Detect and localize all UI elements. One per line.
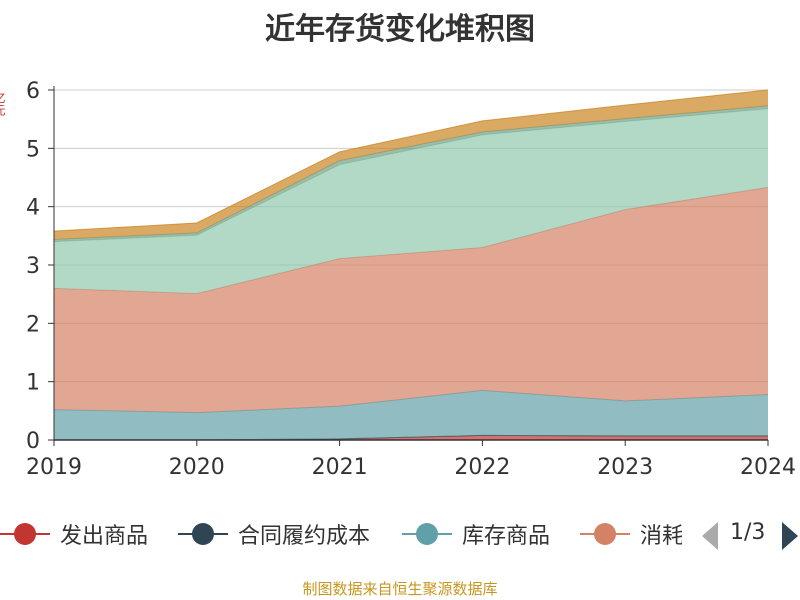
x-tick-label: 2019	[26, 455, 82, 480]
legend-label: 发出商品	[60, 524, 149, 549]
pager-next-icon[interactable]	[782, 522, 798, 550]
pager-text: 1/3	[730, 520, 766, 545]
y-tick-label: 4	[26, 196, 40, 221]
legend-item-kucun[interactable]: 库存商品	[402, 516, 550, 552]
legend-symbol-icon	[0, 516, 50, 552]
x-tick-label: 2021	[312, 455, 368, 480]
legend-label: 合同履约成本	[238, 524, 371, 549]
legend-label: 库存商品	[462, 524, 551, 549]
axis-layer: 0 1 2 3 4 5 6 2019 2020 2021 2022 2023 2024	[26, 79, 796, 480]
y-tick-label: 1	[26, 371, 40, 396]
pager-prev-icon[interactable]	[702, 522, 718, 550]
y-tick-label: 0	[26, 429, 40, 454]
legend: 发出商品 合同履约成本 库存商品 消耗	[0, 516, 800, 556]
chart-title: 近年存货变化堆积图	[265, 12, 535, 47]
legend-pager: 1/3	[702, 518, 800, 552]
legend-symbol-icon	[580, 516, 630, 552]
legend-symbol-icon	[178, 516, 228, 552]
area-series-0	[54, 435, 768, 440]
area-series-2	[54, 390, 768, 440]
legend-clip	[682, 516, 704, 556]
y-tick-label: 2	[26, 312, 40, 337]
series-line-4	[53, 108, 769, 243]
y-tick-label: 5	[26, 137, 40, 162]
legend-item-xiaohao[interactable]: 消耗	[580, 516, 684, 552]
series-line-6	[53, 89, 769, 232]
data-source-note: 制图数据来自恒生聚源数据库	[302, 580, 498, 598]
y-axis-label: 亿元	[0, 92, 6, 116]
area-layer	[53, 89, 769, 441]
legend-symbol-icon	[402, 516, 452, 552]
legend-label: 消耗	[640, 524, 685, 549]
legend-item-fachu[interactable]: 发出商品	[0, 516, 148, 552]
x-tick-label: 2022	[454, 455, 510, 480]
y-tick-label: 6	[26, 79, 40, 104]
area-series-3	[54, 187, 768, 413]
y-tick-label: 3	[26, 254, 40, 279]
x-tick-label: 2024	[740, 455, 796, 480]
x-tick-label: 2023	[597, 455, 653, 480]
legend-item-hetong[interactable]: 合同履约成本	[178, 516, 370, 552]
area-series-6	[54, 90, 768, 240]
area-series-4	[54, 108, 768, 294]
x-tick-label: 2020	[169, 455, 225, 480]
